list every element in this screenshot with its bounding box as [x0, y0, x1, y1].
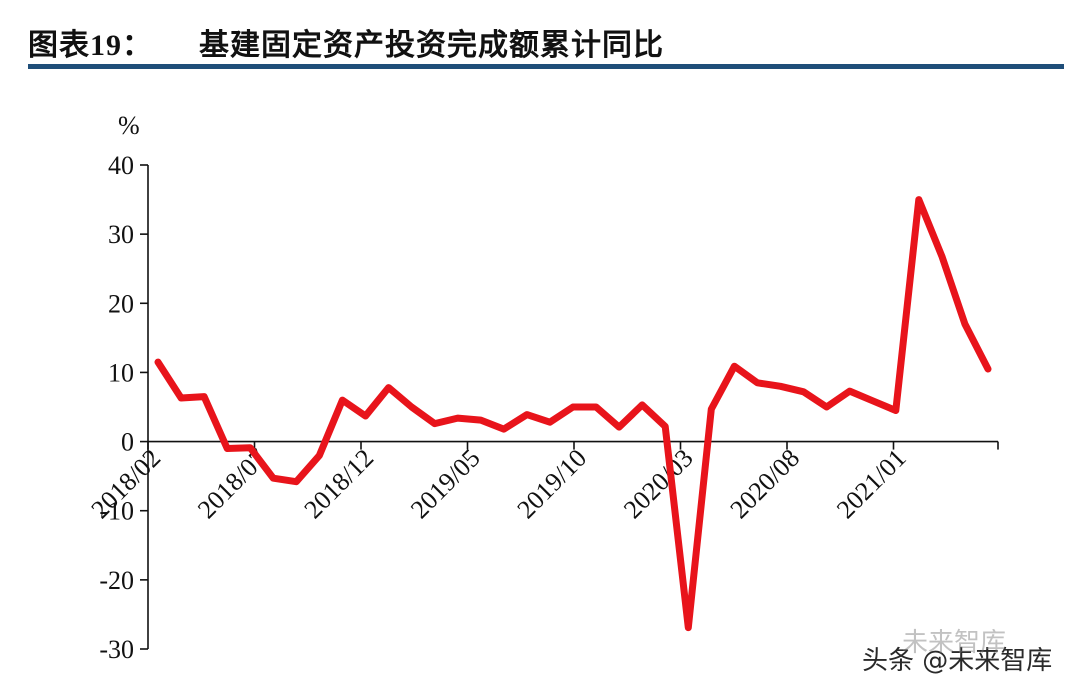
data-point: [317, 453, 321, 457]
data-point: [825, 405, 829, 409]
data-point: [156, 360, 160, 364]
series-line: [154, 196, 992, 632]
data-point: [663, 424, 667, 428]
x-tick-label: 2021/01: [831, 443, 912, 524]
data-point: [548, 420, 552, 424]
data-point: [225, 447, 229, 450]
figure-label: 图表19：: [28, 29, 153, 62]
data-point: [986, 367, 990, 371]
data-point: [686, 626, 690, 630]
data-point: [940, 254, 944, 258]
x-tick-label: 2019/10: [511, 443, 592, 524]
data-point: [179, 396, 183, 400]
data-point: [479, 418, 483, 422]
data-point: [963, 322, 967, 326]
y-tick-label: 30: [108, 220, 134, 249]
x-axis: 2018/02 2018/07 2018/12 2019/05 2019/10 2020/…: [85, 440, 999, 524]
x-tick-label: 2018/12: [298, 443, 379, 524]
title-rule: [28, 64, 1064, 69]
watermark-overlay: 未来智库: [902, 628, 1007, 658]
data-point: [848, 389, 852, 393]
x-tick-label: 2019/05: [405, 443, 486, 524]
data-point: [894, 409, 898, 412]
watermark: 头条 @未来智库: [862, 646, 1053, 676]
data-point: [802, 390, 806, 394]
y-unit-label: %: [118, 111, 140, 140]
data-point: [755, 381, 759, 385]
data-point: [571, 405, 575, 409]
data-point: [871, 399, 875, 403]
chart-title: 图表19： 基建固定资产投资完成额累计同比: [28, 20, 664, 64]
x-tick-label: 2020/03: [618, 443, 699, 524]
data-point: [202, 395, 206, 399]
title-text: 基建固定资产投资完成额累计同比: [199, 28, 664, 63]
y-tick-label: -20: [99, 566, 134, 595]
data-point: [340, 398, 344, 402]
y-axis: -30 -20 -10 0 10 20 30 40: [99, 151, 149, 664]
data-point: [732, 364, 736, 368]
data-point: [502, 427, 506, 431]
y-tick-label: 0: [121, 428, 134, 457]
data-point: [709, 407, 713, 411]
x-tick-label: 2020/08: [724, 443, 805, 524]
data-point: [364, 414, 367, 418]
data-point: [294, 480, 298, 484]
data-point: [410, 405, 414, 409]
data-point: [640, 403, 644, 407]
data-point: [525, 413, 529, 417]
data-point: [779, 384, 782, 388]
y-tick-label: -10: [99, 497, 134, 526]
x-tick-label: 2018/07: [192, 443, 273, 524]
data-point: [456, 416, 460, 420]
data-point: [433, 422, 437, 426]
data-point: [917, 198, 921, 202]
data-point: [387, 386, 391, 390]
y-tick-label: 20: [108, 289, 134, 318]
y-tick-label: -30: [99, 635, 134, 664]
series-layer: [154, 196, 992, 632]
data-point: [271, 476, 275, 480]
y-tick-label: 10: [108, 358, 134, 387]
data-point: [248, 446, 252, 450]
data-point: [617, 425, 621, 429]
chart-header: 图表19： 基建固定资产投资完成额累计同比: [28, 18, 1064, 70]
data-point: [594, 405, 598, 409]
y-tick-label: 40: [108, 151, 134, 180]
